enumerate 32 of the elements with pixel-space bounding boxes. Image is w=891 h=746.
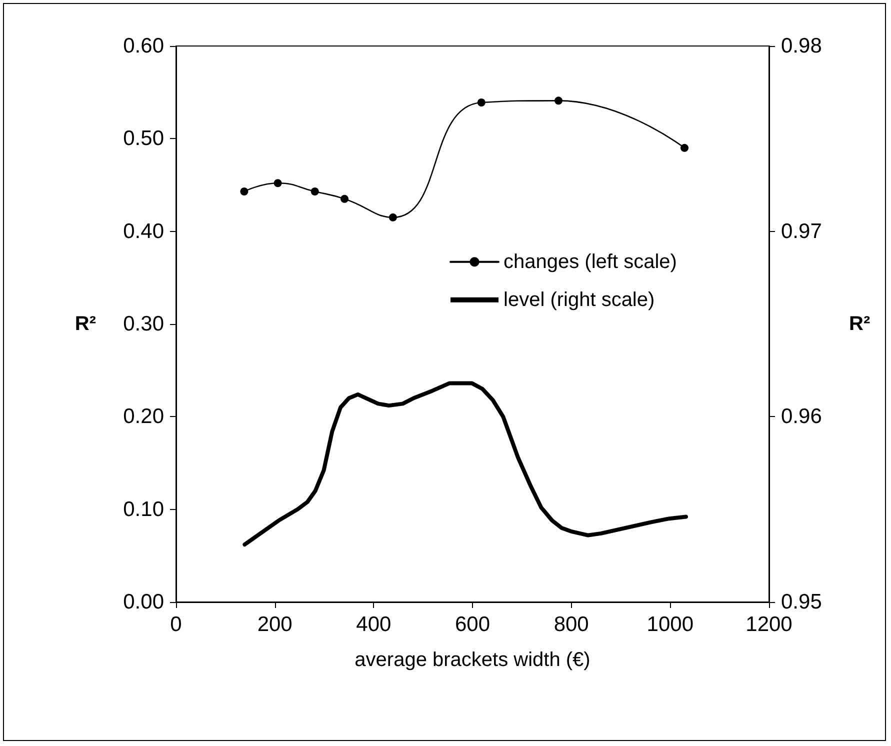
y-tick-label: 0.20: [123, 405, 164, 428]
point: [240, 187, 248, 196]
x-tick-label: 1000: [646, 613, 694, 636]
x-tick-label: 1200: [746, 613, 792, 636]
y-tick-label: 0.60: [123, 34, 164, 58]
line-series: [242, 381, 688, 547]
y-tick-label: 0.30: [123, 312, 164, 336]
y2-tick-label: 0.95: [781, 590, 822, 614]
y-tick-label: 0.40: [123, 220, 164, 243]
point: [554, 96, 562, 105]
point: [340, 194, 349, 203]
y-tick-label: 0.10: [123, 498, 164, 521]
point: [388, 213, 397, 222]
x-tick-label: 0: [170, 613, 182, 636]
y2-tick-label: 0.96: [781, 405, 822, 428]
point: [477, 98, 486, 107]
point: [310, 187, 319, 196]
x-tick-label: 400: [356, 613, 392, 636]
y-tick-label: 0.50: [123, 127, 164, 150]
y-axis-title: R²: [74, 313, 96, 335]
y2-axis-title: R²: [849, 313, 870, 335]
y-tick-label: 0.00: [123, 590, 164, 614]
y2-tick-label: 0.98: [781, 34, 822, 58]
x-axis-title: average brackets width (€): [354, 649, 590, 671]
x-tick-label: 600: [454, 613, 490, 636]
point: [680, 144, 688, 152]
point: [274, 179, 282, 188]
legend-label: changes (left scale): [504, 250, 677, 273]
x-tick-label: 200: [257, 613, 292, 636]
legend-label: level (right scale): [504, 288, 655, 311]
y2-tick-label: 0.97: [781, 220, 822, 243]
x-tick-label: 800: [554, 613, 589, 636]
